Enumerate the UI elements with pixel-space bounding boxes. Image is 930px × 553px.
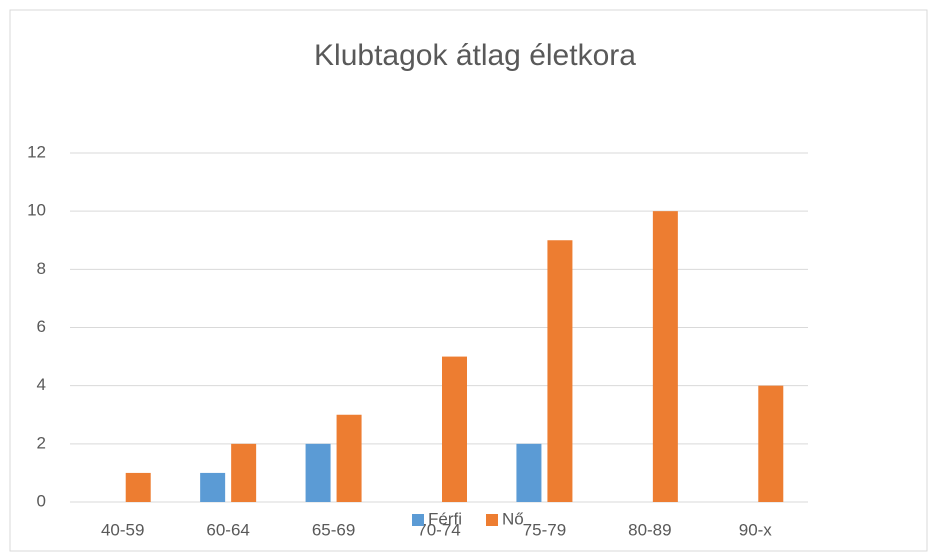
y-tick-label: 0: [37, 491, 46, 510]
bar: [200, 472, 226, 502]
x-tick-label: 75-79: [523, 520, 566, 539]
bar: [442, 356, 467, 502]
legend-label: Férfi: [428, 509, 462, 528]
y-tick-label: 10: [27, 201, 46, 220]
bar: [305, 443, 331, 502]
x-tick-label: 80-89: [628, 520, 671, 539]
y-tick-label: 2: [37, 433, 46, 452]
bar: [125, 472, 151, 502]
bar: [516, 443, 542, 502]
bar: [336, 414, 362, 502]
x-tick-label: 40-59: [101, 520, 144, 539]
chart-frame: [9, 9, 928, 552]
x-tick-label: 65-69: [312, 520, 355, 539]
chart-title: Klubtagok átlag életkora: [314, 39, 636, 72]
bar: [652, 211, 678, 502]
y-tick-label: 12: [27, 142, 46, 161]
bar: [547, 240, 573, 502]
y-tick-label: 4: [37, 375, 46, 394]
x-tick-label: 60-64: [206, 520, 249, 539]
legend-swatch: [412, 514, 424, 526]
legend-swatch: [486, 514, 498, 526]
legend-label: Nő: [502, 509, 524, 528]
y-tick-label: 6: [37, 317, 46, 336]
bar: [231, 443, 257, 502]
x-tick-label: 70-74: [417, 520, 460, 539]
x-tick-label: 90-x: [739, 520, 773, 539]
y-tick-label: 8: [37, 259, 46, 278]
bar: [758, 385, 784, 502]
